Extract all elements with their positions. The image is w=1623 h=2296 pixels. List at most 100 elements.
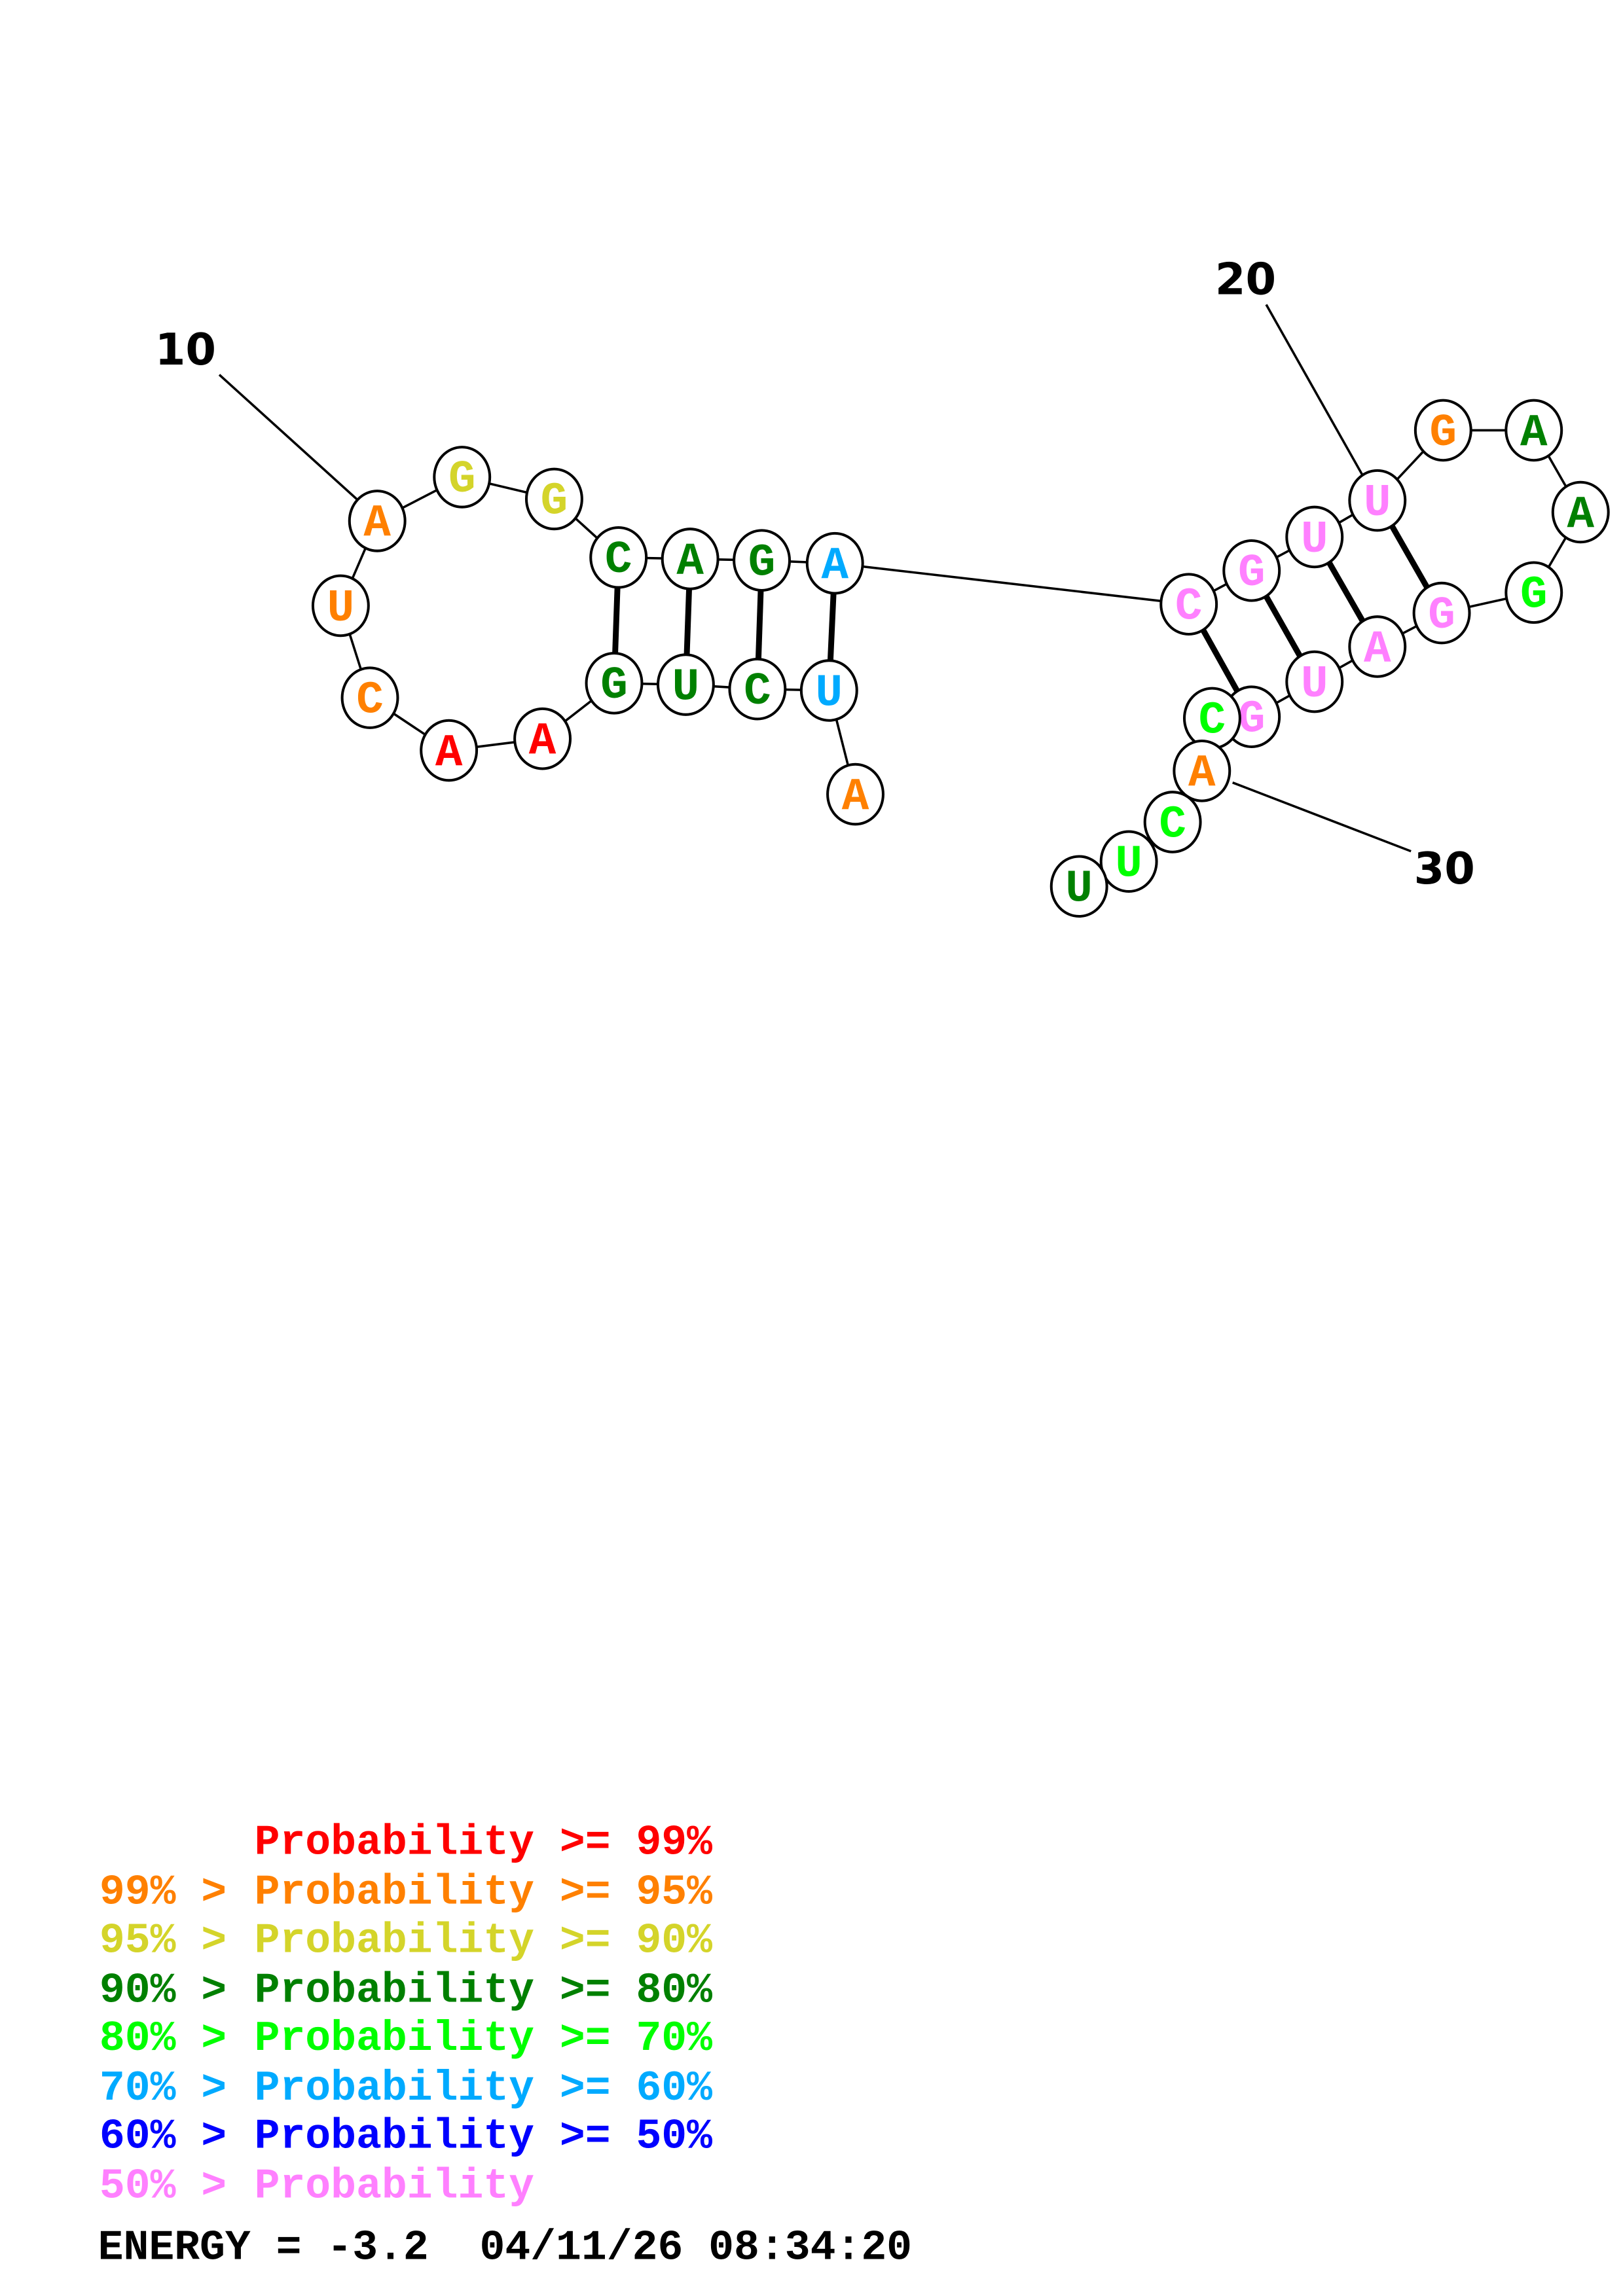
legend-row-right: Probability >= 70%	[255, 2015, 713, 2063]
base-letter: G	[1238, 693, 1266, 745]
base-letter: U	[1301, 514, 1328, 565]
base-node: G	[524, 467, 583, 531]
legend-row-right: Probability >= 99%	[255, 1820, 713, 1867]
position-tick-lines	[218, 304, 1412, 853]
base-node: A	[1551, 480, 1610, 544]
base-circle	[420, 719, 479, 782]
base-node: C	[340, 666, 399, 729]
base-circle	[1159, 573, 1218, 636]
base-letter: A	[821, 540, 848, 592]
base-node: A	[1173, 740, 1231, 802]
base-circle	[728, 657, 787, 721]
base-circle	[1504, 399, 1563, 462]
base-node: A	[826, 762, 884, 826]
legend-row-left: 99% >	[100, 1869, 252, 1917]
base-circle	[348, 490, 407, 552]
legend-row-left: 60% >	[100, 2113, 252, 2161]
base-letter: G	[1430, 407, 1457, 459]
position-tick-line	[218, 374, 359, 501]
base-node: U	[1285, 505, 1344, 569]
base-circle	[433, 446, 492, 509]
legend-row-right: Probability	[255, 2163, 534, 2211]
base-node: G	[433, 446, 492, 509]
base-node: A	[1504, 399, 1563, 462]
base-letter: U	[672, 661, 700, 713]
position-tick-line	[1232, 781, 1412, 853]
base-letter: G	[1428, 590, 1455, 641]
base-node: C	[1182, 687, 1241, 750]
legend-row-left: 95% >	[100, 1917, 252, 1965]
base-circle	[589, 526, 648, 589]
base-letter: U	[1115, 838, 1142, 890]
base-node: A	[513, 707, 572, 770]
legend-row-right: Probability >= 80%	[255, 1967, 713, 2015]
legend-row-left: 80% >	[100, 2015, 252, 2063]
base-letter: A	[1364, 623, 1391, 675]
base-letter: C	[1175, 581, 1203, 633]
base-letter: G	[748, 537, 776, 589]
base-circle	[1348, 469, 1407, 532]
base-node: U	[1099, 830, 1158, 893]
base-circle	[1412, 581, 1471, 645]
base-node: U	[1049, 855, 1108, 918]
base-node: G	[585, 652, 644, 715]
position-tick-line	[1265, 304, 1364, 476]
base-letter: G	[600, 660, 628, 711]
base-letter: U	[1065, 863, 1093, 915]
base-circle	[1099, 830, 1158, 893]
base-letter: A	[435, 727, 463, 779]
base-node: U	[799, 659, 858, 722]
base-circle	[311, 574, 370, 637]
base-node: C	[589, 526, 648, 589]
base-letter: A	[1567, 489, 1594, 541]
base-circle	[524, 467, 583, 531]
base-circle	[805, 531, 864, 595]
legend-row-left: 90% >	[100, 1967, 252, 2015]
base-letter: A	[1520, 407, 1548, 459]
base-circle	[1143, 791, 1202, 853]
legend-row-right: Probability >= 50%	[255, 2113, 713, 2161]
legend-row-right: Probability >= 60%	[255, 2065, 713, 2113]
position-label-20: 20	[1215, 254, 1276, 305]
legend-row-left: 70% >	[100, 2065, 252, 2113]
base-circle	[826, 762, 884, 826]
base-node: A	[805, 531, 864, 595]
base-circle	[1173, 740, 1231, 802]
base-circle	[340, 666, 399, 729]
legend-row-right: Probability >= 90%	[255, 1917, 713, 1965]
base-circle	[1348, 615, 1407, 678]
base-circle	[1551, 480, 1610, 544]
base-node: G	[1412, 581, 1471, 645]
base-circle	[656, 653, 715, 716]
base-node: A	[661, 528, 720, 590]
backbone-link	[835, 562, 1189, 605]
energy-footer: ENERGY = -3.2 04/11/26 08:34:20	[98, 2224, 912, 2272]
legend-row-right: Probability >= 95%	[255, 1869, 713, 1917]
base-letter: A	[1188, 747, 1216, 799]
position-label-30: 30	[1414, 843, 1475, 894]
base-circle	[585, 652, 644, 715]
base-node: U	[1348, 469, 1407, 532]
base-letter: A	[676, 535, 704, 587]
base-node: A	[348, 490, 407, 552]
base-letter: G	[1520, 569, 1548, 621]
base-circle	[1285, 505, 1344, 569]
base-letter: G	[541, 476, 568, 528]
base-node: G	[1413, 399, 1472, 462]
base-letter: C	[1199, 695, 1226, 747]
base-letter: C	[744, 666, 771, 717]
position-labels: 10 20 30	[155, 254, 1475, 894]
base-letter: U	[816, 667, 843, 719]
base-node: C	[728, 657, 787, 721]
base-circle	[513, 707, 572, 770]
base-node: C	[1159, 573, 1218, 636]
base-node: G	[1222, 539, 1281, 602]
base-node: G	[733, 529, 792, 592]
base-circle	[1413, 399, 1472, 462]
base-node: A	[420, 719, 479, 782]
position-label-10: 10	[155, 324, 216, 375]
base-node: U	[656, 653, 715, 716]
base-circle	[1285, 650, 1344, 713]
